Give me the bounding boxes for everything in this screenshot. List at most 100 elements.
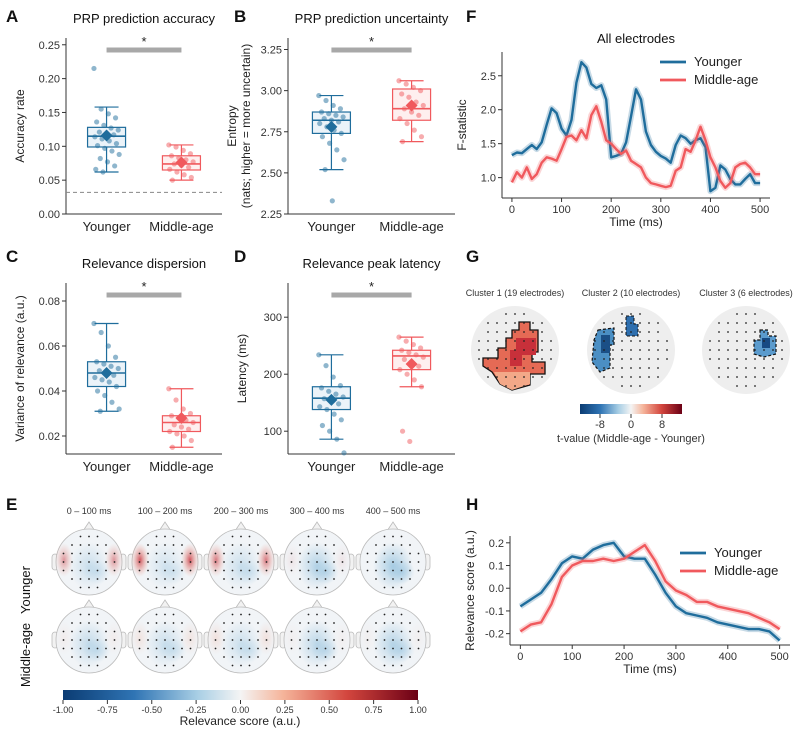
electrode-dot — [532, 322, 534, 324]
data-point — [331, 411, 337, 417]
electrode-dot — [231, 544, 234, 546]
data-point — [410, 341, 416, 348]
relevance-blue-area — [159, 638, 187, 662]
electrode-dot — [400, 586, 403, 589]
x-tick-label: 0 — [509, 204, 515, 216]
electrode-dot — [772, 322, 774, 324]
series-line — [510, 105, 761, 189]
electrode-dot — [333, 552, 335, 555]
electrode-dot — [231, 535, 234, 538]
electrode-dot — [333, 647, 335, 650]
electrode-dot — [96, 586, 99, 589]
electrode-dot — [523, 331, 525, 333]
electrode-dot — [105, 561, 107, 563]
row-label-younger: Younger — [18, 565, 33, 614]
chart-title: Relevance peak latency — [302, 256, 441, 271]
data-point — [186, 426, 192, 432]
electrode-dot — [316, 647, 318, 650]
electrode-dot — [147, 552, 149, 555]
electrode-dot — [299, 544, 301, 546]
legend-entry: Middle-age — [714, 563, 778, 578]
colorbar-label-e: Relevance score (a.u.) — [180, 714, 301, 728]
electrode-dot — [514, 313, 516, 315]
x-tick-label: Middle-age — [379, 219, 443, 234]
y-tick-label: 0.20 — [39, 74, 60, 86]
panel-label-h: H — [466, 495, 478, 514]
electrode-dot — [189, 569, 192, 572]
electrode-dot — [383, 639, 386, 641]
electrode-dot — [231, 569, 234, 572]
electrode-dot — [223, 630, 225, 633]
electrode-dot — [523, 385, 525, 387]
electrode-dot — [648, 349, 650, 351]
electrode-dot — [657, 340, 659, 342]
data-point — [91, 320, 97, 327]
electrode-dot — [541, 376, 543, 378]
electrode-dot — [400, 664, 403, 667]
electrode-dot — [105, 544, 107, 546]
electrode-dot — [248, 561, 251, 563]
data-point — [316, 92, 322, 99]
electrode-dot — [763, 340, 765, 342]
electrode-dot — [113, 630, 116, 633]
electrode-dot — [96, 647, 99, 650]
electrode-dot — [754, 313, 756, 315]
electrode-dot — [417, 552, 420, 555]
electrode-dot — [745, 376, 747, 378]
electrode-dot — [523, 340, 525, 342]
electrode-dot — [155, 544, 158, 546]
electrode-dot — [496, 322, 498, 324]
data-point — [337, 106, 344, 112]
electrode-dot — [612, 322, 614, 324]
y-axis-label: Variance of relevance (a.u.) — [13, 295, 27, 442]
electrode-dot — [487, 340, 489, 342]
electrode-dot — [88, 544, 90, 546]
electrode-dot — [240, 569, 242, 572]
data-point — [334, 147, 340, 153]
cluster-title-1: Cluster 1 (19 electrodes) — [466, 288, 565, 298]
electrode-dot — [138, 647, 141, 650]
electrode-dot — [392, 544, 394, 546]
relevance-blue-area — [387, 560, 415, 584]
electrode-dot — [147, 639, 149, 641]
data-point — [190, 419, 196, 426]
data-point — [340, 394, 346, 400]
electrode-dot — [79, 647, 82, 650]
electrode-dot — [496, 376, 498, 378]
electrode-dot — [400, 535, 403, 538]
electrode-dot — [630, 358, 632, 360]
electrode-dot — [290, 552, 293, 555]
electrode-dot — [648, 367, 650, 369]
data-point — [180, 406, 186, 412]
data-point — [399, 139, 406, 145]
electrode-dot — [324, 586, 327, 589]
electrode-dot — [307, 622, 310, 624]
electrode-dot — [514, 322, 516, 324]
electrode-dot — [417, 561, 420, 563]
electrode-dot — [172, 544, 175, 546]
electrode-dot — [736, 313, 738, 315]
electrode-dot — [763, 349, 765, 351]
electrode-dot — [392, 647, 394, 650]
electrode-dot — [231, 586, 234, 589]
electrode-dot — [736, 376, 738, 378]
electrode-dot — [88, 561, 90, 563]
electrode-dot — [164, 544, 166, 546]
data-point — [319, 422, 326, 429]
electrode-dot — [781, 340, 783, 342]
y-tick-label: 0.10 — [39, 141, 60, 153]
electrode-dot — [231, 561, 234, 563]
electrode-dot — [639, 358, 641, 360]
electrode-dot — [316, 535, 318, 538]
data-point — [333, 112, 339, 118]
electrode-dot — [223, 639, 225, 641]
data-point — [92, 374, 98, 381]
electrode-dot — [478, 349, 480, 351]
electrode-dot — [514, 367, 516, 369]
relevance-red-area-right — [181, 621, 199, 655]
y-tick-label: 0.25 — [39, 40, 60, 52]
electrode-dot — [257, 639, 259, 641]
electrode-dot — [745, 322, 747, 324]
time-window-title: 100 – 200 ms — [138, 506, 193, 516]
electrode-dot — [409, 630, 411, 633]
